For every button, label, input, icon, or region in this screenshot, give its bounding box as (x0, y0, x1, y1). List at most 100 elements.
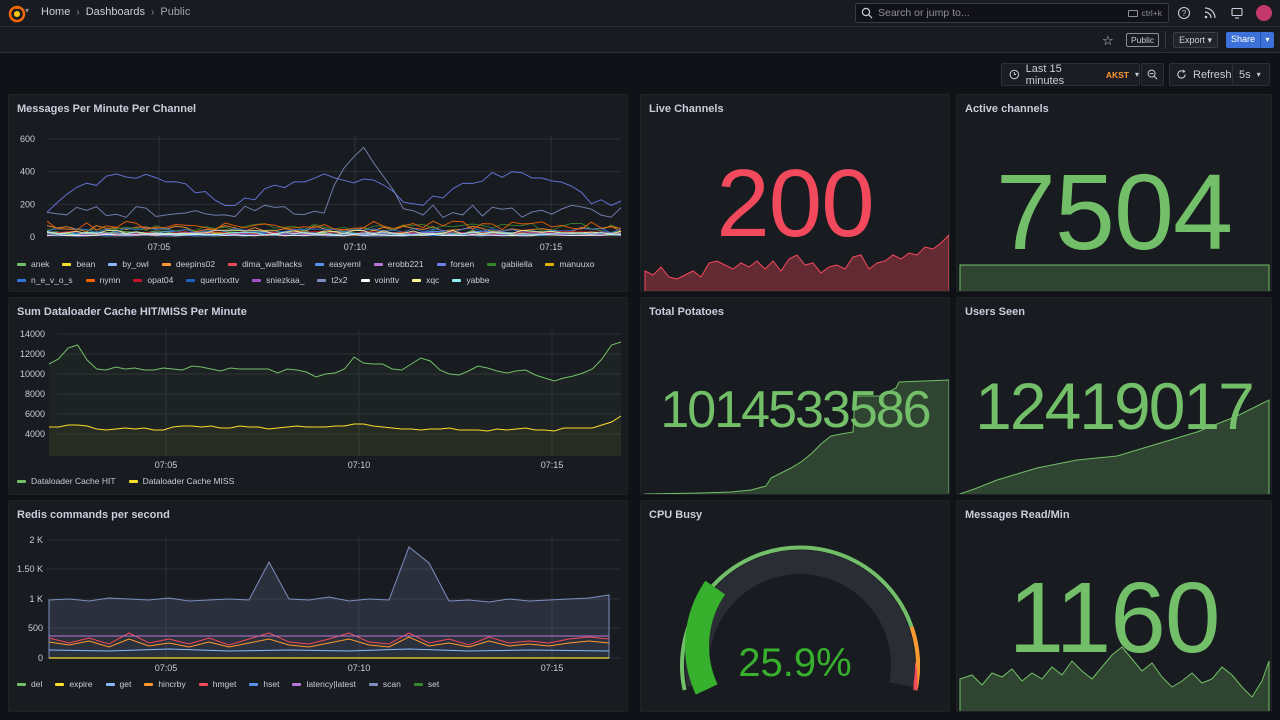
legend-item[interactable]: opat04 (133, 275, 173, 285)
legend-item[interactable]: gabiiella (487, 259, 532, 269)
redis-commands-panel[interactable]: Redis commands per second 2 K 1.50 K 1 K… (8, 500, 628, 712)
messages-chart[interactable]: 600 400 200 0 07:05 07:10 07:15 (9, 125, 628, 285)
y-tick-label: 4000 (25, 429, 45, 439)
dashboard-toolbar: ☆ Public Export ▾ Share ▾ (0, 27, 1280, 53)
legend-swatch (315, 262, 325, 266)
dataloader-panel[interactable]: Sum Dataloader Cache HIT/MISS Per Minute… (8, 297, 628, 495)
x-tick-label: 07:10 (348, 663, 371, 673)
panel-title: Redis commands per second (17, 509, 170, 521)
y-tick-label: 8000 (25, 389, 45, 399)
y-tick-label: 500 (28, 623, 43, 633)
legend-label: expire (69, 679, 93, 689)
y-tick-label: 6000 (25, 409, 45, 419)
legend-item[interactable]: quertixxttv (186, 275, 239, 285)
cpu-busy-panel[interactable]: CPU Busy 25.9% (640, 500, 950, 712)
legend-item[interactable]: del (17, 679, 42, 689)
legend-item[interactable]: Dataloader Cache MISS (128, 476, 234, 486)
time-range-picker[interactable]: Last 15 minutes AKST ▾ (1001, 63, 1140, 87)
legend-label: hmget (212, 679, 237, 689)
legend-item[interactable]: bean (62, 259, 95, 269)
chevron-down-icon: ▾ (1134, 70, 1139, 79)
users-seen-sparkline (959, 399, 1270, 494)
series-line (46, 171, 622, 213)
chevron-down-icon[interactable]: ▾ (25, 6, 30, 15)
refresh-icon (1177, 69, 1186, 79)
panel-title: Sum Dataloader Cache HIT/MISS Per Minute (17, 306, 247, 318)
grafana-logo-icon[interactable] (8, 5, 26, 23)
breadcrumb-home[interactable]: Home (41, 6, 71, 18)
keyboard-icon (1128, 10, 1139, 17)
breadcrumb-current: Public (160, 6, 191, 18)
legend-item[interactable]: deepins02 (161, 259, 215, 269)
legend-item[interactable]: erobb221 (373, 259, 424, 269)
redis-chart[interactable]: 2 K 1.50 K 1 K 500 0 07:05 07:10 07:15 (9, 529, 628, 699)
legend-item[interactable]: easyeml (315, 259, 361, 269)
legend-item[interactable]: manuuxo (545, 259, 594, 269)
y-tick-label: 200 (20, 199, 35, 209)
legend-item[interactable]: nymn (85, 275, 121, 285)
legend-label: easyeml (329, 259, 361, 269)
users-seen-panel[interactable]: Users Seen 12419017 (956, 297, 1272, 495)
rss-icon[interactable] (1203, 6, 1217, 20)
help-icon[interactable]: ? (1177, 6, 1191, 20)
active-channels-panel[interactable]: Active channels 7504 (956, 94, 1272, 292)
legend-item[interactable]: yabbe (452, 275, 489, 285)
legend-item[interactable]: hset (249, 679, 279, 689)
legend-item[interactable]: by_owl (108, 259, 149, 269)
panel-title: Active channels (965, 103, 1049, 115)
series-line-scan (48, 546, 610, 659)
legend-label: nymn (99, 275, 121, 285)
panel-title: Total Potatoes (649, 306, 724, 318)
legend-swatch (452, 278, 462, 282)
y-tick-label: 10000 (20, 369, 45, 379)
legend-item[interactable]: dima_wallhacks (228, 259, 302, 269)
total-potatoes-panel[interactable]: Total Potatoes 1014533586 (640, 297, 950, 495)
legend-item[interactable]: latency|latest (292, 679, 356, 689)
legend-label: manuuxo (559, 259, 595, 269)
legend-swatch (198, 682, 208, 686)
export-button[interactable]: Export ▾ (1173, 32, 1219, 48)
zoom-out-button[interactable] (1141, 63, 1164, 86)
share-options-button[interactable]: ▾ (1260, 32, 1274, 48)
legend-item[interactable]: set (413, 679, 440, 689)
legend-item[interactable]: anek (17, 259, 49, 269)
messages-read-panel[interactable]: Messages Read/Min 1160 (956, 500, 1272, 712)
messages-per-minute-panel[interactable]: Messages Per Minute Per Channel 600 400 20… (8, 94, 628, 292)
legend-item[interactable]: hmget (198, 679, 237, 689)
legend-swatch (292, 682, 302, 686)
legend-label: set (427, 679, 440, 689)
legend-label: del (31, 679, 43, 689)
star-icon[interactable]: ☆ (1102, 33, 1114, 48)
legend-item[interactable]: xqc (412, 275, 439, 285)
legend-swatch (17, 262, 26, 266)
legend-item[interactable]: Dataloader Cache HIT (17, 476, 116, 486)
dataloader-chart[interactable]: 14000 12000 10000 8000 6000 4000 07:05 07:10 07:… (9, 326, 628, 486)
search-input[interactable]: Search or jump to... ctrl+k (855, 3, 1169, 23)
toolbar-divider (1165, 31, 1166, 49)
legend-item[interactable]: expire (55, 679, 93, 689)
legend-item[interactable]: n_e_v_o_s (17, 275, 73, 285)
y-tick-label: 1.50 K (17, 564, 43, 574)
monitor-icon[interactable] (1230, 6, 1244, 20)
legend-item[interactable]: scan (368, 679, 401, 689)
series-area (49, 342, 621, 456)
live-channels-panel[interactable]: Live Channels 200 (640, 94, 950, 292)
legend-swatch (144, 682, 154, 686)
share-button[interactable]: Share (1226, 32, 1261, 48)
legend-swatch (133, 278, 143, 282)
series-line (46, 231, 622, 236)
breadcrumb-dashboards[interactable]: Dashboards (85, 6, 146, 18)
legend-item[interactable]: vointtv (360, 275, 399, 285)
legend-item[interactable]: hincrby (144, 679, 186, 689)
legend-label: n_e_v_o_s (31, 275, 73, 285)
legend-swatch (413, 682, 423, 686)
legend-item[interactable]: get (105, 679, 131, 689)
legend-item[interactable]: t2x2 (317, 275, 348, 285)
avatar[interactable] (1256, 5, 1272, 21)
legend-item[interactable]: sniezkaa_ (252, 275, 304, 285)
clock-icon (1009, 69, 1020, 80)
series-line (49, 415, 622, 432)
refresh-interval-picker[interactable]: 5s ▾ (1232, 63, 1270, 86)
refresh-button[interactable]: Refresh (1169, 63, 1233, 86)
legend-item[interactable]: forsen (436, 259, 474, 269)
